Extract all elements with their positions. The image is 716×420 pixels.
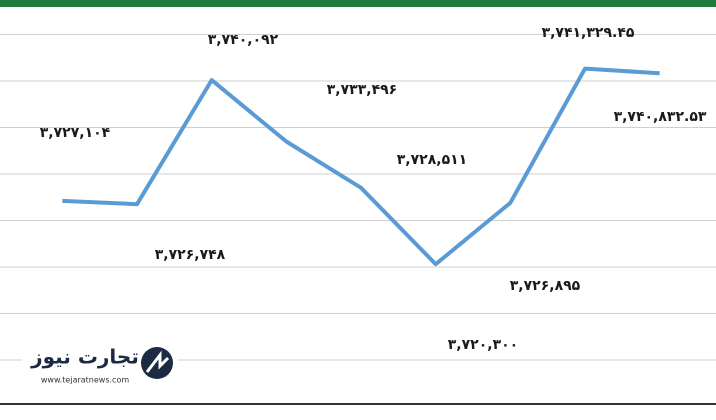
logo-arrow [145, 350, 170, 373]
logo: تجارت نیوز www.tejaratnews.com [22, 338, 178, 388]
series-line [62, 66, 660, 267]
logo-url: www.tejaratnews.com [41, 376, 129, 385]
data-label: ۳,۷۴۱,۳۲۹.۴۵ [542, 25, 635, 41]
logo-name: تجارت نیوز [30, 345, 139, 369]
data-label: ۳,۷۴۰,۸۳۲.۵۳ [614, 109, 707, 125]
data-label: ۳,۷۲۷,۱۰۴ [40, 125, 111, 141]
data-label: ۳,۷۲۰,۳۰۰ [448, 337, 518, 353]
data-label: ۳,۷۲۶,۷۴۸ [155, 247, 226, 263]
top-bar [0, 0, 716, 7]
data-label: ۳,۷۲۶,۸۹۵ [510, 278, 581, 294]
logo-icon [141, 347, 173, 379]
data-label: ۳,۷۲۸,۵۱۱ [397, 152, 467, 168]
data-label: ۳,۷۳۳,۴۹۶ [327, 82, 397, 98]
logo-bg [22, 338, 178, 388]
bottom-rule [0, 403, 716, 405]
data-label: ۳,۷۴۰,۰۹۲ [208, 32, 279, 48]
